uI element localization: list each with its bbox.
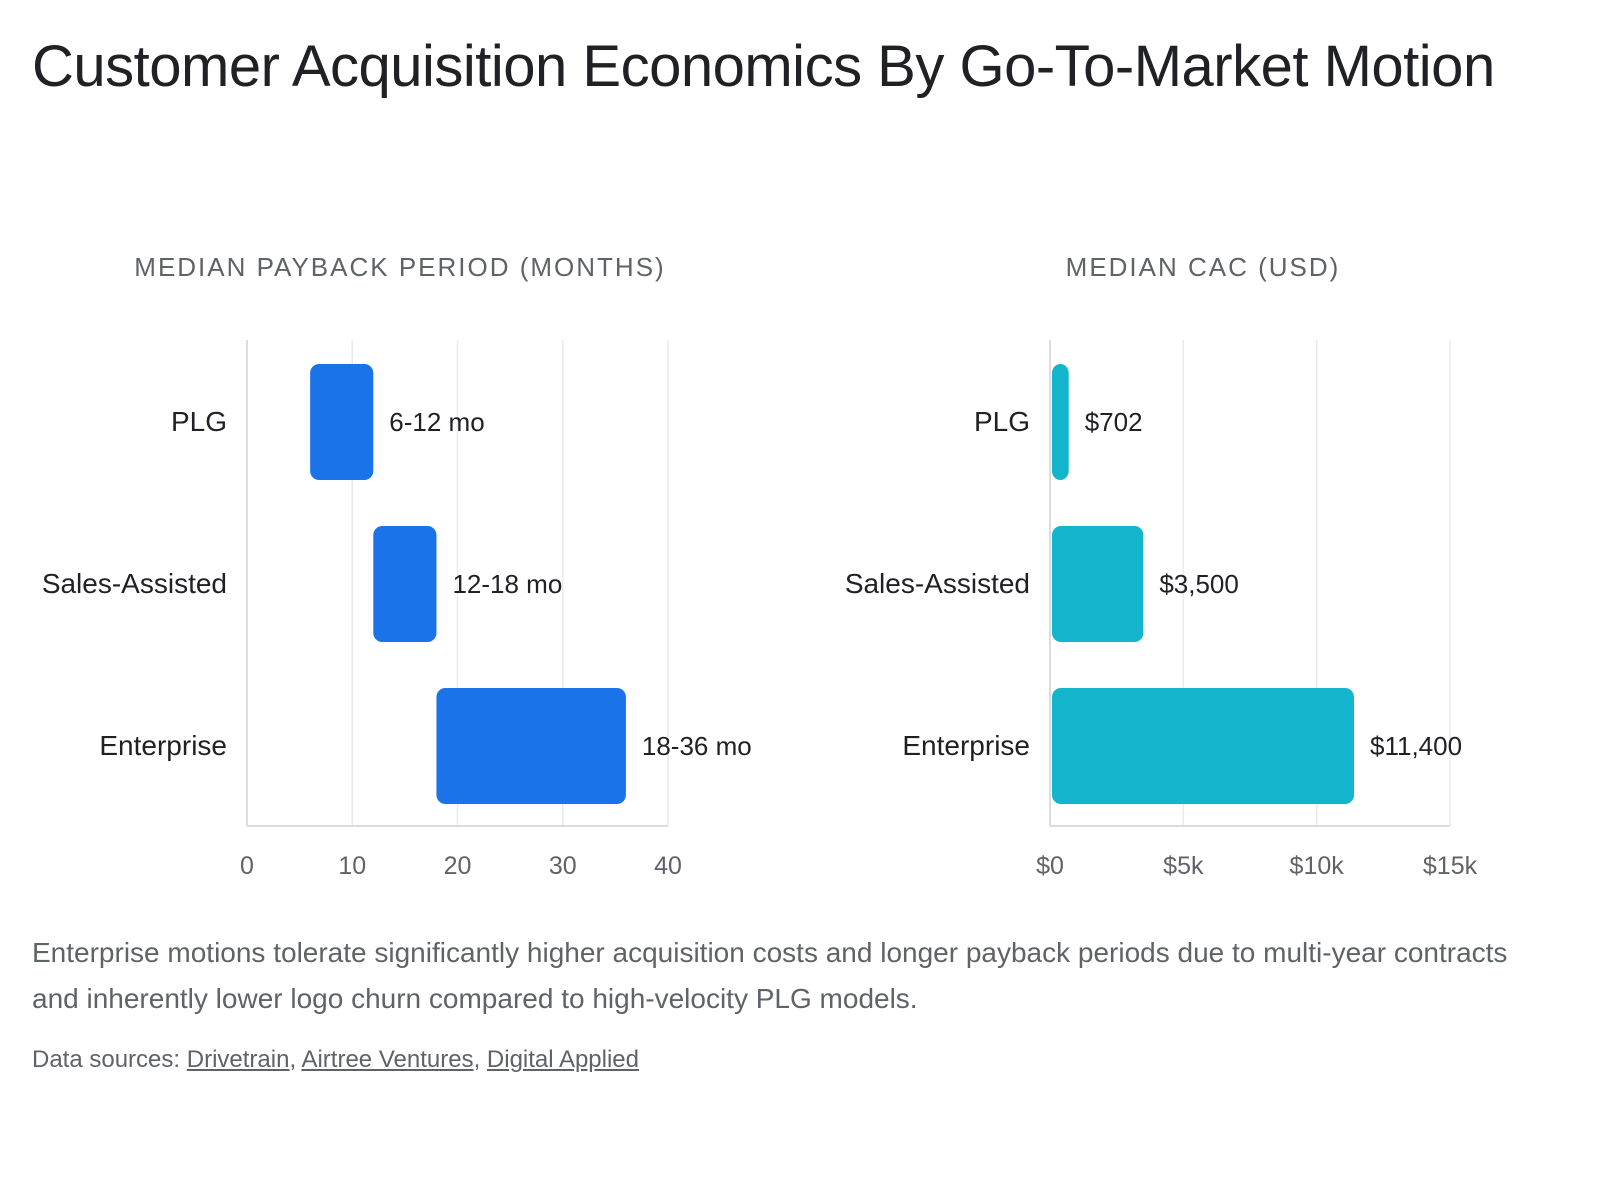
- data-sources: Data sources: Drivetrain, Airtree Ventur…: [32, 1046, 640, 1073]
- cac-bar: [1052, 526, 1144, 642]
- sources-label: Data sources:: [32, 1046, 181, 1073]
- cac-category-label: Sales-Assisted: [845, 568, 1030, 599]
- payback-data-label: 18-36 mo: [642, 731, 752, 761]
- source-link-airtree-ventures[interactable]: Airtree Ventures: [301, 1046, 474, 1073]
- payback-bar: [436, 688, 626, 804]
- payback-bar: [310, 364, 374, 480]
- cac-data-label: $11,400: [1370, 731, 1462, 761]
- source-link-digital-applied[interactable]: Digital Applied: [486, 1046, 640, 1073]
- cac-category-label: PLG: [974, 406, 1030, 437]
- cac-category-label: Enterprise: [902, 730, 1030, 761]
- payback-data-label: 12-18 mo: [452, 569, 562, 599]
- payback-category-label: Sales-Assisted: [42, 568, 227, 599]
- payback-category-label: PLG: [171, 406, 227, 437]
- cac-tick-label: $5k: [1163, 852, 1204, 880]
- payback-tick-label: 10: [338, 852, 366, 880]
- cac-data-label: $3,500: [1159, 569, 1239, 599]
- chart-note: Enterprise motions tolerate significantl…: [32, 937, 1508, 1014]
- cac-bar: [1052, 364, 1069, 480]
- payback-tick-label: 20: [444, 852, 472, 880]
- payback-tick-label: 40: [654, 852, 682, 880]
- charts-container: MEDIAN PAYBACK PERIOD (MONTHS) 0 10 20 30 40 P…: [42, 252, 1478, 880]
- source-link-drivetrain[interactable]: Drivetrain: [186, 1046, 290, 1073]
- payback-bar: [373, 526, 437, 642]
- page-title: Customer Acquisition Economics By Go-To-…: [32, 34, 1495, 99]
- payback-category-label: Enterprise: [99, 730, 227, 761]
- payback-chart-title: MEDIAN PAYBACK PERIOD (MONTHS): [134, 252, 665, 282]
- cac-bar: [1052, 688, 1354, 804]
- cac-chart: MEDIAN CAC (USD) $0 $5k $10k $15k PLG $702 Sale…: [845, 252, 1478, 880]
- payback-period-chart: MEDIAN PAYBACK PERIOD (MONTHS) 0 10 20 30 40 P…: [42, 252, 752, 880]
- payback-tick-label: 0: [240, 852, 254, 880]
- cac-tick-label: $0: [1036, 852, 1064, 880]
- payback-tick-label: 30: [549, 852, 577, 880]
- cac-tick-label: $15k: [1423, 852, 1478, 880]
- cac-chart-title: MEDIAN CAC (USD): [1066, 252, 1341, 282]
- cac-tick-label: $10k: [1290, 852, 1345, 880]
- payback-data-label: 6-12 mo: [389, 407, 484, 437]
- cac-data-label: $702: [1085, 407, 1143, 437]
